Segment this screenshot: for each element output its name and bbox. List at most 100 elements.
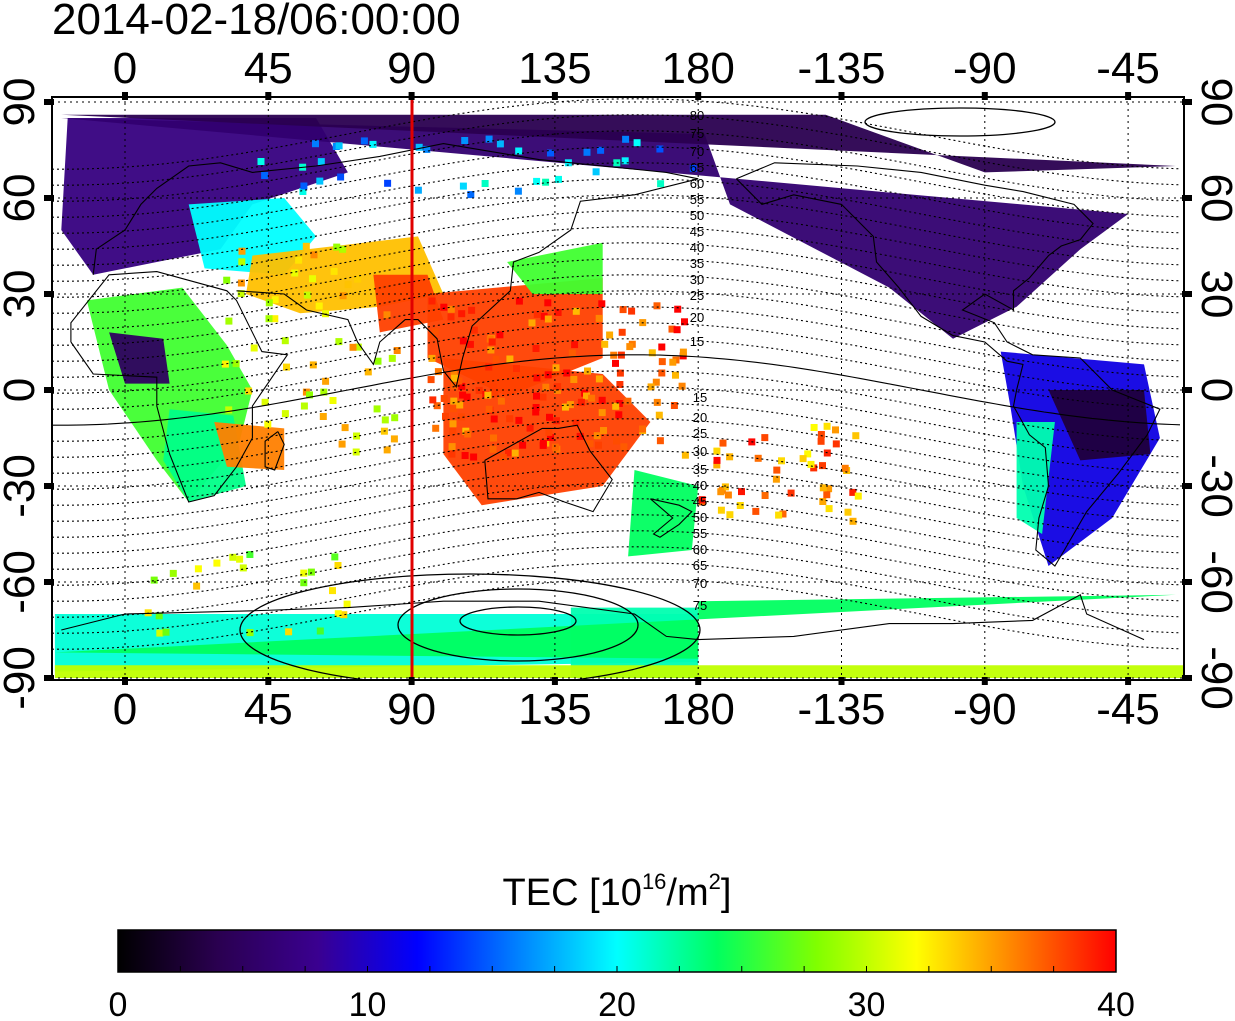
- top-lon-label: 135: [518, 44, 591, 93]
- tec-pixel: [374, 357, 382, 365]
- south-mlat-label: 70: [693, 576, 707, 591]
- right-major-tick: [1182, 483, 1192, 489]
- north-mlat-label: 70: [690, 144, 704, 159]
- tec-pixel: [281, 337, 289, 345]
- tec-pixel: [601, 340, 609, 348]
- tec-pixel: [450, 370, 458, 378]
- tec-pixel: [491, 389, 499, 397]
- coastline: [92, 143, 699, 275]
- tec-pixel: [717, 488, 725, 496]
- tec-pixel: [653, 398, 661, 406]
- north-mlat-label: 30: [690, 272, 704, 287]
- tec-pixel: [497, 397, 505, 405]
- right-major-tick: [1182, 675, 1192, 681]
- tec-pixel: [464, 430, 472, 438]
- tec-pixel: [628, 307, 636, 315]
- north-mlat-label: 55: [690, 192, 704, 207]
- tec-pixel: [849, 517, 857, 525]
- bottom-major-tick: [551, 677, 558, 685]
- tec-pixel: [652, 378, 660, 386]
- tec-pixel: [150, 576, 158, 584]
- tec-pixel: [499, 454, 507, 461]
- magnetic-latitude-contours: [52, 98, 1181, 680]
- tec-pixel: [598, 409, 606, 417]
- tec-pixel: [458, 382, 466, 390]
- tec-pixel: [447, 305, 455, 313]
- tec-pixel: [369, 140, 377, 148]
- right-lat-label: -90: [1192, 646, 1235, 710]
- tec-pixel: [456, 401, 464, 409]
- tec-pixel: [674, 305, 682, 313]
- north-mlat-label: 35: [690, 256, 704, 271]
- tec-map-area: [52, 97, 1184, 680]
- tec-pixel: [496, 331, 504, 339]
- tec-pixel: [225, 317, 233, 325]
- tec-pixel: [317, 158, 325, 166]
- tec-pixel: [778, 457, 785, 465]
- tec-pixel: [427, 376, 435, 384]
- top-major-tick: [1125, 92, 1132, 100]
- bottom-lon-label: 0: [113, 685, 137, 734]
- tec-pixel: [547, 149, 554, 157]
- tec-pixel: [339, 245, 347, 253]
- tec-pixel: [832, 426, 839, 434]
- tec-pixel: [779, 510, 787, 518]
- timestamp-title: 2014-02-18/06:00:00: [52, 0, 461, 44]
- tec-pixel: [447, 313, 455, 321]
- colorbar-tick-label: 0: [109, 986, 128, 1021]
- tec-pixel: [440, 395, 448, 402]
- top-longitude-labels: 0 45 90 135 180 -135 -90 -45: [113, 44, 1160, 93]
- tec-pixel: [572, 419, 580, 427]
- tec-pixel: [615, 411, 623, 419]
- south-mlat-label: 15: [693, 390, 707, 405]
- tec-pixel: [552, 364, 560, 372]
- tec-pixel: [819, 462, 826, 470]
- tec-pixel: [616, 381, 624, 388]
- tec-pixel: [681, 318, 688, 326]
- tec-pixel: [513, 365, 520, 372]
- south-mlat-label: 45: [693, 494, 707, 509]
- left-major-tick: [44, 579, 54, 585]
- coastline: [70, 271, 289, 503]
- tec-pixel: [434, 368, 442, 376]
- tec-pixel: [799, 455, 807, 463]
- tec-pixel: [448, 450, 456, 458]
- south-mlat-label: 20: [693, 410, 707, 425]
- south-mlat-label: 75: [693, 598, 707, 613]
- tec-pixel: [656, 145, 664, 153]
- tec-pixel: [354, 343, 362, 351]
- right-lat-label: 30: [1192, 270, 1235, 319]
- tec-pixel: [849, 488, 857, 496]
- tec-pixel: [539, 393, 547, 401]
- tec-pixel: [334, 562, 342, 569]
- tec-pixel: [655, 411, 663, 419]
- tec-pixel: [423, 145, 431, 153]
- tec-pixel: [245, 387, 253, 395]
- tec-pixel: [300, 182, 308, 190]
- tec-pixel: [533, 374, 541, 382]
- tec-pixel: [761, 434, 769, 442]
- tec-pixel: [343, 600, 351, 608]
- tec-pixel: [658, 343, 666, 351]
- tec-region: [1048, 390, 1151, 461]
- tec-pixel: [653, 302, 661, 310]
- tec-pixel: [484, 391, 492, 399]
- tec-pixel: [265, 299, 273, 307]
- south-pole-contour: [459, 606, 577, 636]
- tec-pixel: [457, 413, 465, 421]
- left-lat-label: 0: [0, 378, 44, 402]
- tec-pixel: [804, 450, 812, 458]
- right-major-tick: [1182, 99, 1192, 105]
- right-major-tick: [1182, 291, 1192, 297]
- tec-pixel: [489, 445, 497, 453]
- tec-pixel: [229, 553, 237, 561]
- north-mlat-label: 75: [690, 126, 704, 141]
- tec-pixel: [299, 188, 307, 195]
- tec-pixel: [669, 358, 677, 366]
- tec-pixel: [352, 448, 360, 456]
- tec-pixel: [485, 363, 493, 371]
- left-lat-label: 30: [0, 270, 44, 319]
- tec-region: [54, 594, 1176, 659]
- tec-pixel: [303, 291, 311, 299]
- tec-pixel: [223, 276, 231, 284]
